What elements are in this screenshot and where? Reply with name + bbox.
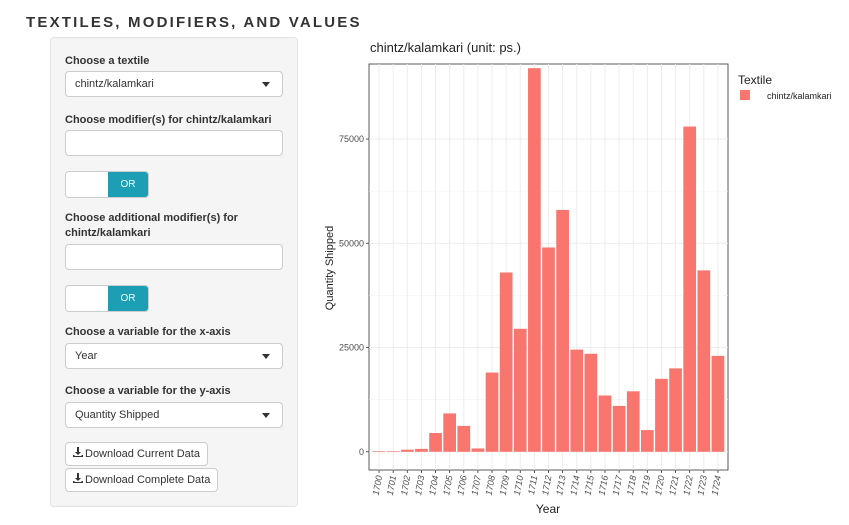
y-axis-select[interactable]: Quantity Shipped (65, 402, 283, 428)
additional-modifier-input[interactable] (65, 244, 283, 270)
y-axis-select-label: Choose a variable for the y-axis (65, 385, 231, 397)
legend-title: Textile (738, 73, 772, 87)
x-tick-label: 1702 (399, 475, 412, 496)
toggle-or-label: OR (108, 286, 148, 311)
additional-modifier-label: Choose additional modifier(s) for chintz… (65, 212, 238, 239)
bar (655, 378, 668, 452)
textile-select-value: chintz/kalamkari (75, 78, 154, 90)
x-axis-select[interactable]: Year (65, 343, 283, 369)
bar (400, 449, 414, 452)
chevron-down-icon (262, 413, 270, 418)
x-tick-label: 1723 (695, 475, 708, 496)
and-or-toggle-2[interactable]: OR (65, 285, 149, 312)
x-tick-label: 1724 (710, 475, 723, 496)
chevron-down-icon (262, 82, 270, 87)
x-tick-label: 1720 (653, 475, 666, 496)
x-tick-label: 1705 (441, 474, 454, 496)
toggle-or-label: OR (108, 172, 148, 197)
x-tick-label: 1714 (568, 475, 581, 496)
modifier-label: Choose modifier(s) for chintz/kalamkari (65, 114, 272, 126)
x-tick-label: 1711 (526, 475, 539, 496)
x-tick-label: 1722 (681, 475, 694, 496)
legend-label: chintz/kalamkari (767, 91, 832, 101)
x-axis-select-value: Year (75, 350, 98, 362)
sidebar-panel: Choose a textile chintz/kalamkari Choose… (50, 37, 298, 507)
bar (499, 272, 513, 452)
toggle-off-side (66, 286, 108, 311)
legend-swatch (740, 90, 750, 100)
download-icon (73, 473, 83, 483)
y-axis-title: Quantity Shipped (324, 226, 336, 310)
bar (457, 425, 471, 452)
x-tick-label: 1706 (455, 475, 468, 496)
download-current-button[interactable]: Download Current Data (65, 442, 208, 466)
bar (598, 395, 612, 452)
y-tick-label: 0 (359, 447, 364, 457)
x-tick-label: 1718 (625, 475, 638, 496)
x-tick-label: 1719 (639, 475, 652, 496)
x-axis-select-label: Choose a variable for the x-axis (65, 326, 231, 338)
bar (612, 405, 626, 452)
x-tick-label: 1715 (583, 474, 596, 496)
y-tick-label: 75000 (339, 134, 364, 144)
modifier-input[interactable] (65, 130, 283, 156)
bar (570, 349, 584, 452)
chevron-down-icon (262, 354, 270, 359)
and-or-toggle-1[interactable]: OR (65, 171, 149, 198)
download-complete-button[interactable]: Download Complete Data (65, 468, 219, 492)
bar (443, 413, 457, 452)
x-axis-title: Year (536, 502, 560, 516)
x-tick-label: 1704 (427, 475, 440, 496)
x-tick-label: 1712 (540, 475, 553, 496)
x-tick-label: 1701 (385, 475, 398, 496)
x-axis: 1700 1701 1702 1703 1704 1705 1706 1707 1708 1709… (371, 470, 723, 496)
x-tick-label: 1717 (611, 474, 624, 496)
y-axis: 0 25000 50000 75000 (339, 134, 369, 457)
x-tick-label: 1703 (413, 475, 426, 496)
download-icon (73, 447, 83, 457)
page-title: TEXTILES, MODIFIERS, AND VALUES (26, 14, 362, 31)
bar (697, 270, 711, 452)
bar (513, 328, 527, 452)
bar (626, 391, 640, 452)
textile-select-label: Choose a textile (65, 55, 150, 67)
bar (683, 126, 697, 452)
textile-select[interactable]: chintz/kalamkari (65, 71, 283, 97)
bar (429, 433, 442, 452)
x-tick-label: 1721 (667, 475, 680, 496)
bar (542, 247, 555, 452)
bar (471, 448, 485, 452)
y-tick-label: 25000 (339, 343, 364, 353)
bar (584, 353, 598, 452)
x-tick-label: 1707 (470, 474, 483, 496)
x-tick-label: 1716 (597, 475, 610, 496)
bar (640, 430, 654, 452)
bar (386, 451, 400, 452)
y-tick-label: 50000 (339, 238, 364, 248)
x-tick-label: 1713 (554, 475, 567, 496)
chart-title: chintz/kalamkari (unit: ps.) (370, 40, 521, 55)
bar (711, 355, 725, 452)
download-current-label: Download Current Data (85, 448, 200, 460)
x-tick-label: 1708 (484, 475, 497, 496)
bar (372, 451, 386, 452)
x-tick-label: 1700 (371, 475, 384, 496)
y-axis-select-value: Quantity Shipped (75, 409, 160, 421)
x-tick-label: 1709 (498, 475, 511, 496)
bar (485, 372, 499, 452)
toggle-off-side (66, 172, 108, 197)
x-tick-label: 1710 (512, 475, 525, 496)
bar (669, 368, 682, 452)
download-complete-label: Download Complete Data (85, 474, 211, 486)
bar (415, 448, 428, 452)
bar (556, 209, 569, 452)
bars (372, 68, 725, 452)
bar (528, 68, 541, 452)
